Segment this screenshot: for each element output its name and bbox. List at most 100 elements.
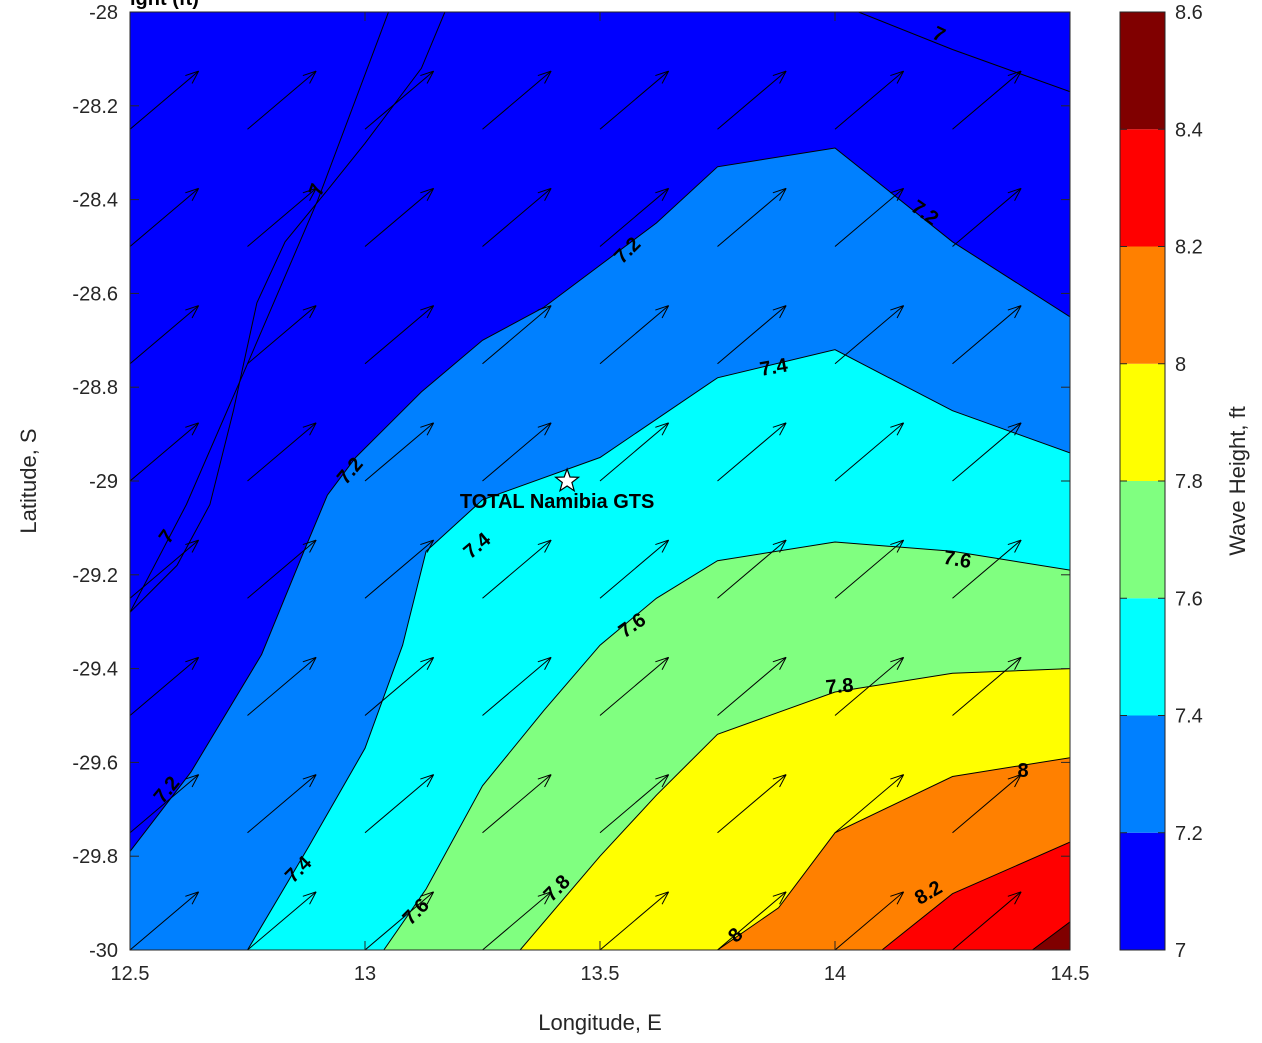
wind-arrow-head xyxy=(544,774,552,788)
wind-arrow-head xyxy=(302,422,317,428)
wind-arrow-shaft xyxy=(834,70,904,130)
wind-arrow-head xyxy=(896,422,905,436)
wind-arrow xyxy=(834,774,905,834)
wind-arrow-head xyxy=(537,891,552,897)
wind-arrow xyxy=(364,70,435,130)
y-tick-label: -28.4 xyxy=(72,190,118,212)
contour-line-7 xyxy=(858,12,1070,93)
y-tick-label: -28.2 xyxy=(72,96,118,118)
wind-arrow-head xyxy=(1014,305,1022,319)
wind-arrow-head xyxy=(779,70,787,84)
wind-arrow-shaft xyxy=(834,305,904,365)
wind-arrow xyxy=(952,656,1022,716)
wind-arrow-head xyxy=(191,891,200,905)
wind-arrow-shaft xyxy=(952,70,1022,130)
wind-arrow-shaft xyxy=(130,187,199,247)
wind-arrow xyxy=(599,422,670,482)
wind-arrow-head xyxy=(191,539,200,553)
wind-arrow xyxy=(482,774,552,834)
wind-arrow xyxy=(364,656,435,716)
wind-arrow-head xyxy=(185,656,199,663)
wind-arrow-shaft xyxy=(247,891,317,950)
wind-arrow-head xyxy=(309,422,317,436)
wind-arrow-head xyxy=(890,422,904,428)
wind-arrow-head xyxy=(420,70,434,77)
wind-arrow-shaft xyxy=(130,774,199,834)
x-tick-label: 14.5 xyxy=(1051,963,1090,985)
wind-arrow-head xyxy=(191,188,200,201)
wind-arrow-head xyxy=(309,774,317,788)
wind-arrow-head xyxy=(537,539,552,546)
wind-arrow-head xyxy=(191,422,200,436)
wind-arrow-head xyxy=(779,539,787,553)
wind-arrow-shaft xyxy=(834,422,904,482)
wind-arrow-shaft xyxy=(717,891,787,950)
wind-arrow-shaft xyxy=(364,305,434,365)
x-axis-label: Longitude, E xyxy=(538,1010,662,1035)
wind-arrow-head xyxy=(544,539,552,553)
wind-arrow xyxy=(717,774,787,834)
y-tick-label: -29.6 xyxy=(72,752,118,774)
contour-label: 7.8 xyxy=(825,674,855,698)
wind-arrow xyxy=(952,891,1022,950)
wind-arrow xyxy=(599,774,670,834)
wind-arrow-head xyxy=(191,70,200,84)
contour-fills xyxy=(130,12,1070,950)
wind-arrow-head xyxy=(779,774,787,788)
wind-arrow-head xyxy=(302,187,317,194)
wind-arrow-shaft xyxy=(834,774,904,834)
y-tick-label: -29 xyxy=(89,471,118,493)
wind-arrow-head xyxy=(1007,187,1022,194)
wind-arrow-head xyxy=(544,305,552,319)
wind-arrow-head xyxy=(420,305,434,311)
wind-arrow xyxy=(482,187,552,247)
wind-arrow-shaft xyxy=(834,656,904,716)
colorbar-label: Wave Height, ft xyxy=(1225,406,1250,556)
wind-arrow xyxy=(247,539,317,599)
wind-arrow xyxy=(130,187,200,247)
wind-arrow-head xyxy=(655,656,669,663)
wind-arrow-head xyxy=(537,774,552,780)
wind-arrow xyxy=(952,70,1022,130)
y-tick-label: -29.2 xyxy=(72,565,118,587)
wind-arrow-head xyxy=(426,188,435,201)
wind-arrow-head xyxy=(302,656,317,663)
colorbar: 7 7.2 7.4 7.6 7.8 8 8.2 8.4 8.6 xyxy=(1119,2,1203,962)
wind-arrow-head xyxy=(896,70,905,84)
contour-label: 8 xyxy=(1017,760,1028,782)
plot-markers: TOTAL Namibia GTS xyxy=(460,467,654,513)
colorbar-segment xyxy=(1120,715,1165,833)
wind-arrow-shaft xyxy=(247,187,317,247)
wind-arrow-head xyxy=(890,305,904,311)
wind-arrow-head xyxy=(185,70,199,77)
wind-arrow-head xyxy=(537,70,552,77)
wind-arrow-head xyxy=(302,774,317,780)
wind-arrow xyxy=(130,774,200,834)
wind-arrow-shaft xyxy=(130,305,199,365)
wind-arrow xyxy=(247,774,317,834)
x-axis: 12.5 13 13.5 14 14.5 xyxy=(111,12,1090,985)
wind-arrow-shaft xyxy=(130,70,199,130)
wind-arrow xyxy=(364,187,435,247)
contour-line-7.6 xyxy=(383,541,1070,950)
x-tick-label: 13.5 xyxy=(581,963,620,985)
wind-arrow-shaft xyxy=(599,656,669,716)
wind-arrow-shaft xyxy=(717,305,787,365)
wind-arrow xyxy=(130,539,200,599)
wind-arrow-head xyxy=(779,305,787,319)
wind-arrow xyxy=(130,891,200,950)
wind-arrow-head xyxy=(661,305,670,319)
colorbar-segment xyxy=(1120,12,1165,130)
wind-arrow xyxy=(717,422,787,482)
wind-arrow-head xyxy=(896,657,905,670)
wind-arrow-shaft xyxy=(599,305,669,365)
wind-arrow xyxy=(130,70,200,130)
wind-arrow-head xyxy=(426,774,435,788)
contour-line-7.8 xyxy=(519,668,1070,950)
wind-arrow-shaft xyxy=(717,539,787,599)
wind-arrow-head xyxy=(544,657,552,670)
wind-arrow xyxy=(364,774,435,834)
wind-arrow-shaft xyxy=(130,891,199,950)
y-tick-label: -30 xyxy=(89,940,118,962)
wind-arrow-head xyxy=(1014,891,1022,905)
